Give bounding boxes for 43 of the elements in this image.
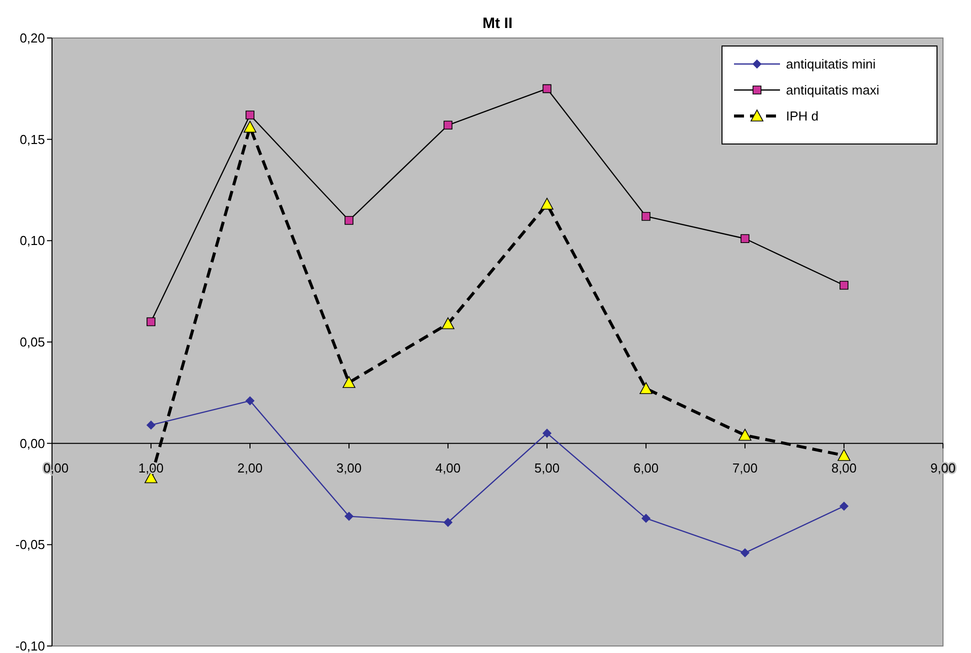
chart-title: Mt II	[482, 15, 512, 32]
point	[246, 396, 254, 406]
point	[642, 212, 650, 221]
y-tick-label: 0,15	[20, 132, 45, 147]
y-tick-label: 0,20	[20, 30, 45, 46]
y-tick-label: -0,10	[15, 638, 45, 653]
point	[444, 120, 452, 130]
point	[246, 110, 254, 120]
legend-label: antiquitatis maxi	[786, 82, 880, 98]
point	[442, 317, 454, 330]
x-tick-label: 8,00	[831, 460, 857, 476]
x-tick-label: 2,00	[237, 460, 263, 476]
x-tick-label: 9,00	[930, 460, 956, 476]
point	[542, 428, 552, 438]
y-tick-label: 0,05	[20, 334, 45, 350]
point	[540, 198, 554, 210]
x-tick-label: 3,00	[336, 460, 362, 476]
x-tick-label: 7,00	[732, 460, 758, 476]
x-tick-label: 1,00	[138, 460, 164, 476]
point	[740, 548, 750, 558]
point	[344, 216, 354, 225]
point	[542, 84, 552, 94]
point	[838, 449, 850, 461]
y-tick-label: 0,00	[20, 436, 45, 451]
x-tick-label: 4,00	[435, 460, 461, 476]
y-tick-label: -0,05	[15, 537, 45, 552]
point	[740, 234, 750, 244]
point	[642, 514, 650, 523]
point	[444, 518, 452, 527]
point	[344, 512, 354, 521]
point	[840, 280, 848, 290]
legend-label: antiquitatis mini	[786, 56, 876, 72]
point	[342, 376, 356, 388]
x-tick-label: 6,00	[633, 460, 659, 476]
legend-label: IPH d	[786, 108, 819, 124]
x-tick-label: 5,00	[534, 460, 560, 476]
point	[244, 120, 256, 133]
point	[146, 317, 156, 326]
point	[738, 428, 752, 441]
y-tick-label: 0,10	[20, 233, 45, 248]
point	[840, 502, 848, 511]
point	[146, 420, 156, 430]
point	[640, 382, 652, 394]
